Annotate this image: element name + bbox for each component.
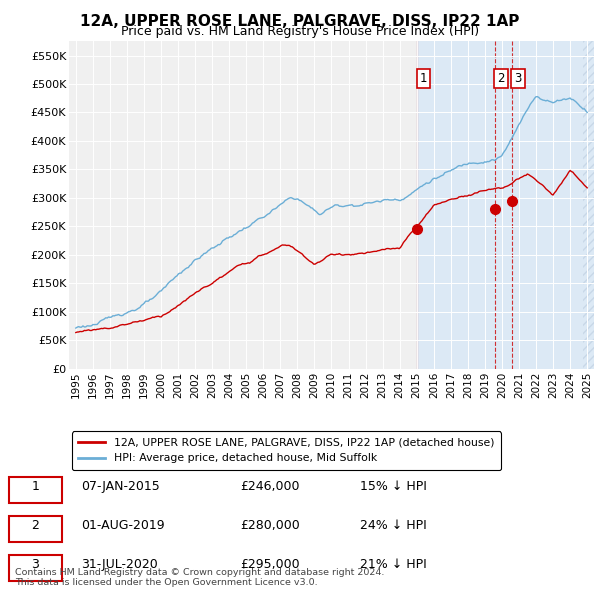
Bar [584,41,594,369]
Text: 1: 1 [419,72,427,85]
Text: 21% ↓ HPI: 21% ↓ HPI [360,558,427,571]
Legend: 12A, UPPER ROSE LANE, PALGRAVE, DISS, IP22 1AP (detached house), HPI: Average pr: 12A, UPPER ROSE LANE, PALGRAVE, DISS, IP… [72,431,501,470]
Text: £295,000: £295,000 [240,558,299,571]
Text: Contains HM Land Registry data © Crown copyright and database right 2024.
This d: Contains HM Land Registry data © Crown c… [15,568,385,587]
Text: 3: 3 [514,72,522,85]
Bar [417,41,583,369]
Bar [583,41,595,369]
Text: 12A, UPPER ROSE LANE, PALGRAVE, DISS, IP22 1AP: 12A, UPPER ROSE LANE, PALGRAVE, DISS, IP… [80,14,520,28]
Text: 2: 2 [497,72,505,85]
Text: £246,000: £246,000 [240,480,299,493]
Text: 01-AUG-2019: 01-AUG-2019 [81,519,164,532]
Text: 07-JAN-2015: 07-JAN-2015 [81,480,160,493]
Text: 2: 2 [31,519,40,532]
Text: 15% ↓ HPI: 15% ↓ HPI [360,480,427,493]
Text: 3: 3 [31,558,40,571]
Text: 24% ↓ HPI: 24% ↓ HPI [360,519,427,532]
FancyBboxPatch shape [9,516,62,542]
Text: £280,000: £280,000 [240,519,300,532]
Text: 1: 1 [31,480,40,493]
FancyBboxPatch shape [9,477,62,503]
Text: Price paid vs. HM Land Registry's House Price Index (HPI): Price paid vs. HM Land Registry's House … [121,25,479,38]
FancyBboxPatch shape [9,555,62,581]
Text: 31-JUL-2020: 31-JUL-2020 [81,558,158,571]
